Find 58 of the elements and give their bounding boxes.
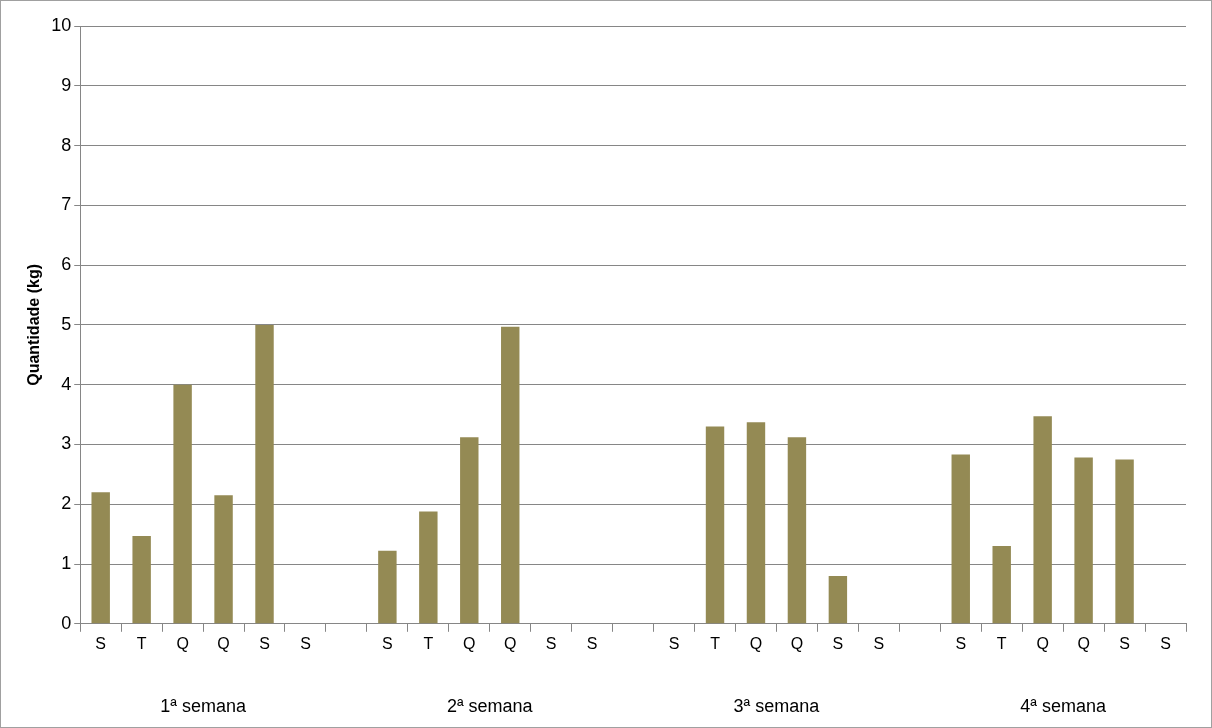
text: 1ª semana: [160, 695, 247, 716]
bar: [255, 324, 274, 624]
x-tick-label: T: [710, 634, 721, 652]
bar: [501, 326, 520, 624]
y-tick-label: 3: [61, 433, 72, 454]
bar: [91, 492, 110, 624]
x-tick-label: Q: [790, 634, 804, 652]
x-tick-label: Q: [217, 634, 230, 652]
x-tick-label: S: [873, 634, 885, 652]
x-tick-label: S: [545, 634, 557, 652]
x-tick-label: S: [1119, 634, 1130, 652]
y-tick-label: 9: [61, 74, 72, 95]
text: 2ª semana: [446, 695, 534, 716]
x-tick-label: S: [586, 634, 598, 652]
bar: [1033, 416, 1052, 624]
x-tick-label: S: [955, 634, 967, 652]
x-tick-label: Q: [749, 634, 763, 652]
bar: [951, 454, 970, 624]
x-tick-label: S: [668, 634, 680, 652]
y-tick-label: 5: [61, 313, 72, 334]
bar: [419, 511, 438, 624]
y-tick-label: 10: [51, 14, 72, 35]
x-tick-label: T: [996, 634, 1007, 652]
x-tick-label: Q: [504, 634, 517, 652]
x-tick-label: Q: [463, 634, 476, 652]
bar: [746, 422, 766, 624]
x-tick-label: S: [382, 634, 393, 652]
text: 3ª semana: [733, 695, 821, 716]
bar: [787, 437, 807, 624]
y-tick-label: 2: [61, 493, 72, 514]
x-tick-label: S: [300, 634, 311, 652]
x-tick-label: Q: [176, 634, 189, 652]
x-tick-label: S: [95, 634, 107, 652]
bar: [992, 546, 1011, 624]
bar: [214, 495, 233, 624]
x-tick-label: T: [136, 634, 147, 652]
text: 4ª semana: [1020, 695, 1107, 716]
y-tick-label: 8: [61, 134, 72, 155]
bar: [828, 575, 848, 624]
y-tick-label: 1: [61, 552, 72, 573]
bar: [173, 384, 192, 624]
y-axis-title: Quantidade (kg): [25, 264, 43, 386]
x-tick-label: T: [423, 634, 434, 652]
bar: [1074, 457, 1093, 624]
bar: [460, 437, 479, 624]
y-tick-label: 0: [61, 612, 72, 633]
x-tick-label: S: [1160, 634, 1171, 652]
x-tick-label: S: [832, 634, 844, 652]
y-tick-label: 4: [61, 373, 72, 394]
x-tick-label: Q: [1077, 634, 1090, 652]
x-tick-label: Q: [1036, 634, 1049, 652]
bar: [1115, 459, 1134, 624]
bar: [132, 535, 151, 624]
bar: [378, 550, 397, 624]
x-tick-label: S: [259, 634, 270, 652]
y-tick-label: 6: [61, 254, 72, 275]
y-tick-label: 7: [61, 194, 72, 215]
bar: [705, 426, 725, 624]
